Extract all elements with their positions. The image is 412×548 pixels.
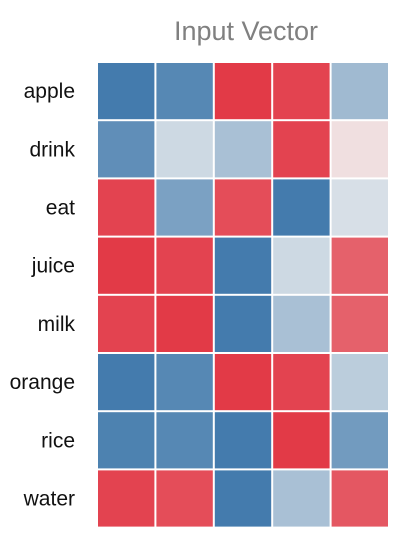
row-label-juice: juice [31, 255, 75, 278]
heatmap-cell-juice-1 [98, 237, 155, 294]
row-label-drink: drink [29, 138, 75, 161]
heatmap-cell-drink-1 [98, 121, 155, 178]
row-label-rice: rice [41, 429, 75, 452]
heatmap-cell-water-3 [214, 470, 272, 527]
heatmap-cell-water-2 [156, 470, 213, 527]
heatmap-cell-orange-4 [273, 354, 330, 411]
heatmap-cell-orange-5 [331, 354, 388, 411]
heatmap-cell-orange-1 [98, 354, 155, 411]
heatmap-cell-rice-1 [98, 412, 155, 469]
heatmap-cell-eat-2 [156, 179, 213, 236]
heatmap-cell-water-4 [273, 470, 330, 527]
heatmap-cell-apple-1 [98, 63, 155, 120]
heatmap-cell-juice-2 [156, 237, 213, 294]
heatmap-cell-rice-5 [331, 412, 388, 469]
heatmap-cell-orange-2 [156, 354, 213, 411]
heatmap-cell-rice-4 [273, 412, 330, 469]
heatmap-cell-milk-3 [214, 295, 272, 352]
row-label-apple: apple [24, 80, 75, 103]
heatmap-cell-drink-2 [156, 121, 213, 178]
heatmap-cell-milk-2 [156, 295, 213, 352]
row-label-orange: orange [10, 371, 75, 394]
row-label-eat: eat [46, 197, 75, 220]
heatmap-cell-rice-3 [214, 412, 272, 469]
heatmap-cell-orange-3 [214, 354, 272, 411]
row-label-milk: milk [38, 313, 76, 336]
chart-title: Input Vector [174, 16, 318, 46]
heatmap-cell-rice-2 [156, 412, 213, 469]
heatmap-cell-milk-5 [331, 295, 388, 352]
row-labels: apple drink eat juice milk orange rice water [10, 80, 76, 510]
heatmap-cell-milk-1 [98, 295, 155, 352]
heatmap-cell-drink-3 [214, 121, 272, 178]
heatmap-cell-apple-5 [331, 63, 388, 120]
heatmap-cell-eat-4 [273, 179, 330, 236]
heatmap-cell-water-1 [98, 470, 155, 527]
heatmap-cell-eat-1 [98, 179, 155, 236]
heatmap-cell-drink-5 [331, 121, 388, 178]
heatmap-cell-juice-3 [214, 237, 272, 294]
heatmap-cell-apple-3 [214, 63, 272, 120]
heatmap-cells [98, 63, 388, 527]
heatmap-cell-juice-5 [331, 237, 388, 294]
heatmap-cell-water-5 [331, 470, 388, 527]
heatmap-cell-apple-2 [156, 63, 213, 120]
heatmap-cell-eat-3 [214, 179, 272, 236]
heatmap-cell-juice-4 [273, 237, 330, 294]
heatmap-cell-milk-4 [273, 295, 330, 352]
heatmap-cell-eat-5 [331, 179, 388, 236]
heatmap-cell-drink-4 [273, 121, 330, 178]
heatmap-cell-apple-4 [273, 63, 330, 120]
row-label-water: water [23, 488, 75, 511]
